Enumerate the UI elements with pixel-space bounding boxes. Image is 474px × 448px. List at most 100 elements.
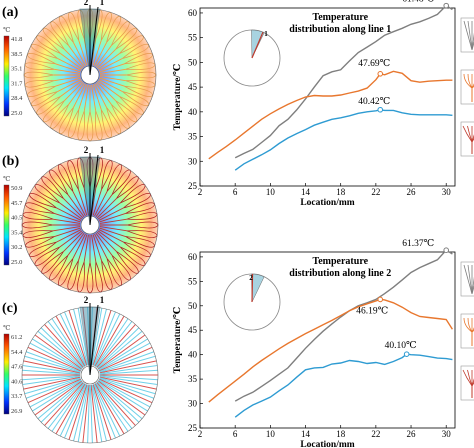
vein <box>78 234 88 261</box>
vein <box>63 231 84 252</box>
vein <box>68 310 88 366</box>
icon-frame <box>460 69 474 105</box>
vein <box>98 342 151 371</box>
y-tick-label: 55 <box>188 276 198 286</box>
vein <box>72 191 86 217</box>
line-2-marker: 2 <box>84 295 89 305</box>
vein <box>27 378 82 404</box>
vein <box>23 360 81 374</box>
colorbar-tick: 25.0 <box>11 259 22 266</box>
vein <box>99 376 157 390</box>
vein <box>27 346 82 372</box>
vein <box>94 83 107 108</box>
vein <box>73 83 86 108</box>
x-axis-label: Location/mm <box>300 440 354 448</box>
vein <box>97 53 120 70</box>
vein <box>64 49 84 69</box>
vein <box>99 355 156 373</box>
vein <box>54 76 81 82</box>
vein <box>96 49 116 69</box>
data-label: 46.19℃ <box>356 306 388 316</box>
vein <box>99 76 126 82</box>
vein <box>67 194 85 218</box>
colorbar-tick: 40.5 <box>11 215 22 222</box>
vein <box>68 82 85 105</box>
vein <box>59 202 83 220</box>
line-1-axis <box>89 304 99 376</box>
vein <box>91 384 107 442</box>
vein <box>99 360 157 374</box>
vein <box>89 384 93 443</box>
vein <box>22 375 81 381</box>
peak-marker <box>403 351 410 357</box>
vein <box>82 384 90 443</box>
colorbar-tick: 41.8 <box>11 36 22 43</box>
vein <box>34 380 83 416</box>
vein <box>96 382 136 426</box>
colorbar-tick: 25.0 <box>11 110 22 117</box>
vein <box>78 40 88 66</box>
colorbar-3: ℃61.2 54.4 47.6 40.6 33.7 26.9 <box>3 324 23 415</box>
panel-label-b: (b) <box>2 154 19 169</box>
icon-frame <box>460 313 474 349</box>
vein <box>83 39 89 66</box>
vein <box>59 313 87 367</box>
vein <box>25 351 81 373</box>
vein <box>97 334 146 370</box>
vein <box>59 230 83 248</box>
chart-title: Temperature <box>312 12 368 23</box>
vein <box>56 229 82 243</box>
x-tick-label: 26 <box>407 187 417 197</box>
icon-vein <box>467 20 473 51</box>
peak-marker <box>377 71 384 77</box>
vein <box>97 80 120 97</box>
colorbar-tick: 54.4 <box>11 349 23 356</box>
vein <box>96 198 117 219</box>
vein <box>52 218 81 224</box>
data-label: 61.37℃ <box>402 239 434 249</box>
vein <box>93 313 121 367</box>
peak-marker <box>443 247 450 253</box>
vein <box>99 369 158 375</box>
vein <box>23 376 81 390</box>
vein <box>83 84 89 111</box>
vein <box>60 80 83 97</box>
vein <box>87 384 91 443</box>
vein <box>63 198 84 219</box>
vein <box>98 346 153 372</box>
vein <box>98 229 124 243</box>
icon-vein <box>471 138 474 154</box>
inset-line <box>251 31 264 59</box>
vein <box>99 375 158 385</box>
y-tick-label: 55 <box>188 33 198 43</box>
vein <box>55 315 86 367</box>
vein <box>57 79 82 92</box>
colorbar-tick: 61.2 <box>11 334 22 341</box>
colorbar-tick: 28.4 <box>11 95 23 102</box>
vein <box>22 365 81 375</box>
peak-marker <box>377 296 384 303</box>
chart-line-2: 2 6 10 14 18 22 26 302530354045505560Location/m… <box>173 239 474 448</box>
vein <box>37 381 83 420</box>
vein <box>44 324 84 368</box>
plot-frame <box>199 7 456 187</box>
vein <box>32 379 82 412</box>
vein <box>99 213 126 223</box>
vein <box>94 42 107 67</box>
y-tick-label: 60 <box>188 252 198 262</box>
x-tick-label: 18 <box>336 429 346 439</box>
vein <box>99 226 128 232</box>
vein <box>92 384 112 440</box>
vein <box>83 187 89 216</box>
line-1-axis <box>89 154 99 226</box>
vein <box>96 381 140 423</box>
vein <box>47 321 85 368</box>
vein <box>40 327 84 369</box>
colorbar-tick: 47.6 <box>11 364 23 371</box>
icon-vein <box>463 264 473 295</box>
vein <box>98 338 148 371</box>
vein <box>92 234 102 261</box>
inset-line-label: 1 <box>264 30 268 38</box>
vein <box>93 383 121 437</box>
data-label: 40.10℃ <box>385 341 417 351</box>
